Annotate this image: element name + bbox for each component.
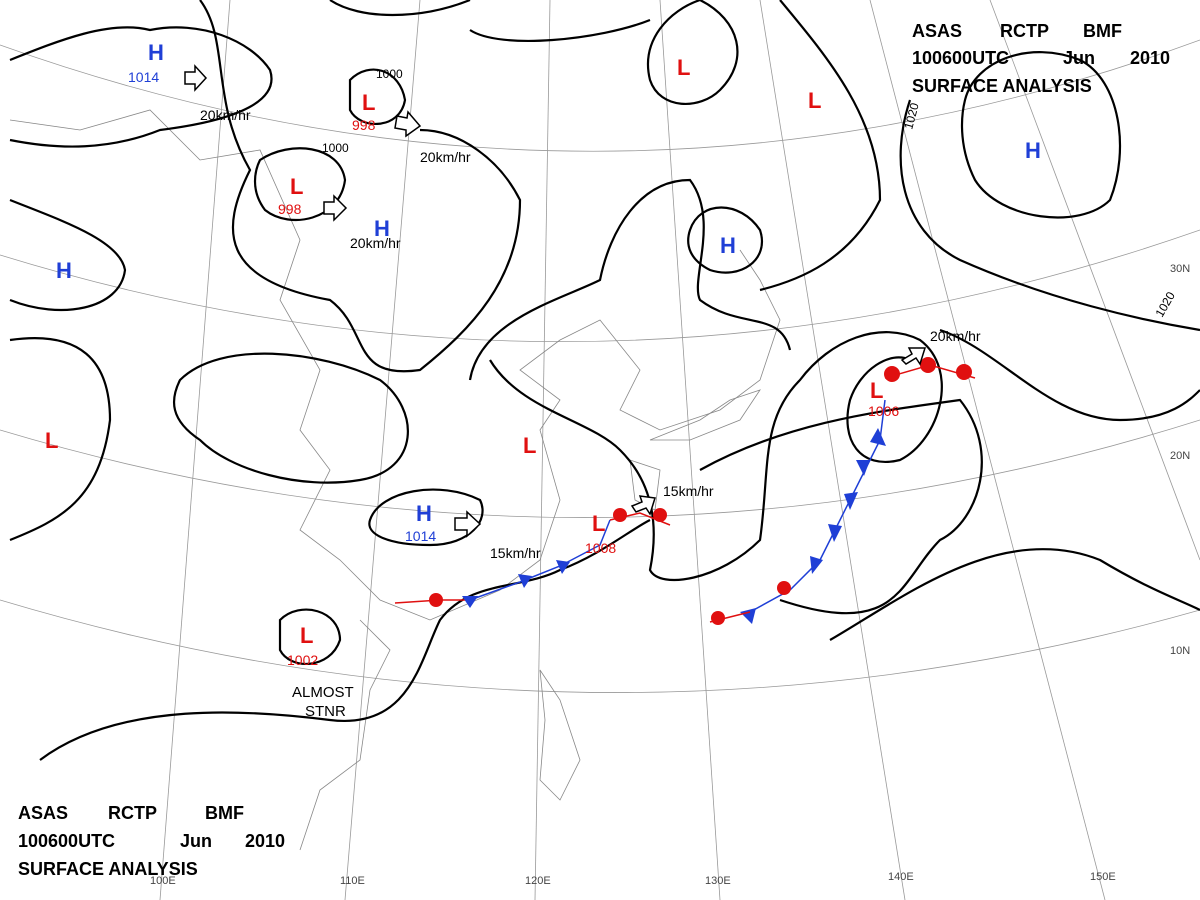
isobars [9,0,1200,761]
center-symbol: L [870,378,883,403]
header-text: RCTP [1000,21,1049,41]
header-text: SURFACE ANALYSIS [912,76,1092,96]
center-symbol: H [1025,138,1041,163]
center-pressure: 998 [352,117,376,133]
motion-arrows [184,64,927,538]
motion-speed: 15km/hr [490,545,541,561]
isobar-label: 1020 [901,101,922,131]
latitude-label: 30N [1170,263,1190,275]
center-symbol: H [148,40,164,65]
center-symbol: L [300,623,313,648]
pressure-centers: H 1014 L 998 L 998 H H L L H 1014 L 1008… [45,40,1041,668]
header-text: 100600UTC [18,831,115,851]
center-pressure: 1002 [287,652,318,668]
longitude-label: 100E [150,875,176,887]
header-text: 2010 [245,831,285,851]
headers: ASAS RCTP BMF 100600UTC Jun 2010 SURFACE… [18,21,1170,879]
header-text: Jun [180,831,212,851]
motion-speed: 15km/hr [663,483,714,499]
warm-front-symbol [884,366,900,382]
center-symbol: H [374,216,390,241]
center-symbol: L [523,433,536,458]
longitude-label: 150E [1090,871,1116,883]
warm-front-symbol [653,508,667,522]
cold-front-symbol [462,560,570,608]
note-text: ALMOST [292,684,354,701]
warm-front-symbol [956,364,972,380]
center-pressure: 998 [278,201,302,217]
center-symbol: L [290,174,303,199]
warm-front-symbol [613,508,627,522]
header-text: ASAS [912,21,962,41]
center-pressure: 1014 [405,528,436,544]
header-text: SURFACE ANALYSIS [18,859,198,879]
notes: ALMOST STNR [292,684,354,720]
center-symbol: L [45,428,58,453]
latitude-label: 20N [1170,450,1190,462]
longitude-label: 110E [340,875,365,887]
motion-labels: 20km/hr 20km/hr 20km/hr 20km/hr 15km/hr … [200,107,981,561]
header-text: ASAS [18,803,68,823]
header-text: 100600UTC [912,48,1009,68]
motion-speed: 20km/hr [420,149,471,165]
center-symbol: L [677,55,690,80]
warm-front-symbol [711,611,725,625]
center-pressure: 1006 [868,403,899,419]
fronts [394,357,976,625]
motion-speed: 20km/hr [930,328,981,344]
graticule-labels: 100E 110E 120E 130E 140E 150E 30N 20N 10… [150,263,1190,887]
warm-front-symbol [429,593,443,607]
header-text: 2010 [1130,48,1170,68]
latitude-label: 10N [1170,645,1190,657]
longitude-label: 120E [525,875,551,887]
longitude-label: 130E [705,875,731,887]
center-symbol: L [592,511,605,536]
center-symbol: H [416,501,432,526]
header-text: Jun [1063,48,1095,68]
motion-speed: 20km/hr [200,107,251,123]
warm-front-symbol [920,357,936,373]
isobar-label: 1000 [376,67,403,81]
center-pressure: 1014 [128,69,159,85]
isobar-label: 1000 [322,141,349,155]
motion-speed: 20km/hr [350,235,401,251]
center-symbol: L [808,88,821,113]
header-text: BMF [205,803,244,823]
header-text: BMF [1083,21,1122,41]
header-text: RCTP [108,803,157,823]
center-symbol: H [56,258,72,283]
warm-front-symbol [777,581,791,595]
center-pressure: 1008 [585,540,616,556]
center-symbol: L [362,90,375,115]
center-symbol: H [720,233,736,258]
note-text: STNR [305,703,346,720]
longitude-label: 140E [888,871,914,883]
